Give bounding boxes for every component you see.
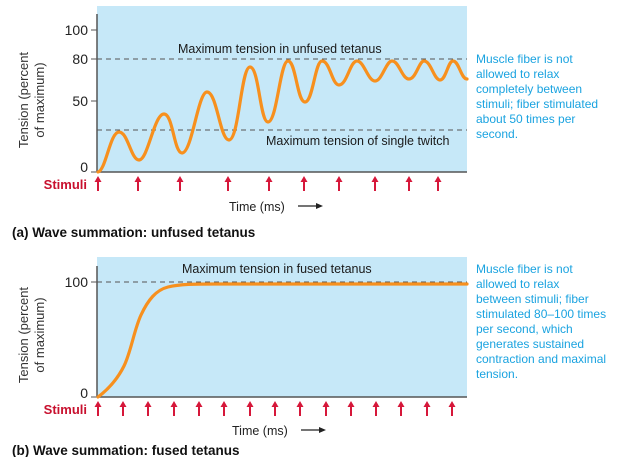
note-line: completely between <box>476 82 583 96</box>
panel-a-plot-area <box>97 6 467 172</box>
stimulus-arrow-icon <box>169 400 179 417</box>
stimulus-arrow-icon <box>245 400 255 417</box>
stimulus-arrow-icon <box>404 175 414 192</box>
panel-b-tension-curve <box>96 282 469 399</box>
panel-a-tick-100: 100 <box>65 22 89 38</box>
panel-a-max-unfused-label: Maximum tension in unfused tetanus <box>178 42 382 56</box>
panel-a-caption: (a) Wave summation: unfused tetanus <box>12 225 255 240</box>
panel-b-ylabel-line2: of maximum) <box>32 297 47 372</box>
stimulus-arrow-icon <box>270 400 280 417</box>
panel-b-chart: 100 0 Tension (percent of maximum) Maxim… <box>12 257 469 457</box>
panel-a-chart: 100 80 50 0 Tension (percent of maximum)… <box>12 6 469 240</box>
time-arrow-icon <box>298 203 323 209</box>
stimulus-arrow-icon <box>175 175 185 192</box>
note-line: allowed to relax <box>476 277 560 291</box>
stimulus-arrow-icon <box>370 175 380 192</box>
panel-a-ylabel-line2: of maximum) <box>32 62 47 137</box>
stimulus-arrow-icon <box>422 400 432 417</box>
stimulus-arrow-icon <box>143 400 153 417</box>
stimulus-arrow-icon <box>346 400 356 417</box>
stimulus-arrow-icon <box>299 175 309 192</box>
panel-a-tick-50: 50 <box>72 93 88 109</box>
note-line: Muscle fiber is not <box>476 262 573 276</box>
stimulus-arrow-icon <box>371 400 381 417</box>
note-line: generates sustained <box>476 337 585 351</box>
note-line: stimuli; fiber stimulated <box>476 97 599 111</box>
note-line: second. <box>476 127 519 141</box>
stimulus-arrow-icon <box>321 400 331 417</box>
note-line: between stimuli; fiber <box>476 292 589 306</box>
panel-b-plot-area <box>97 257 467 397</box>
panel-a-stimulus-arrows <box>93 175 443 192</box>
panel-b-max-fused-label: Maximum tension in fused tetanus <box>182 262 372 276</box>
panel-b-ylabel-line1: Tension (percent <box>16 287 31 383</box>
panel-a-ylabel-line1: Tension (percent <box>16 52 31 148</box>
panel-a-note: Muscle fiber is not allowed to relax com… <box>476 52 598 142</box>
panel-b-tick-0: 0 <box>80 385 88 401</box>
panel-a-stimuli-label: Stimuli <box>44 177 87 192</box>
note-line: contraction and maximal <box>476 352 607 366</box>
note-line: Muscle fiber is not <box>476 52 573 66</box>
stimulus-arrow-icon <box>447 400 457 417</box>
stimulus-arrow-icon <box>219 400 229 417</box>
panel-b-caption: (b) Wave summation: fused tetanus <box>12 443 240 457</box>
panel-b-note: Muscle fiber is not allowed to relax bet… <box>476 262 606 382</box>
stimulus-arrow-icon <box>223 175 233 192</box>
stimulus-arrow-icon <box>194 400 204 417</box>
panel-a-tick-80: 80 <box>72 51 88 67</box>
panel-a-single-twitch-label: Maximum tension of single twitch <box>266 134 449 148</box>
stimulus-arrow-icon <box>433 175 443 192</box>
stimulus-arrow-icon <box>396 400 406 417</box>
panel-a-xlabel: Time (ms) <box>229 200 285 214</box>
note-line: tension. <box>476 367 519 381</box>
stimulus-arrow-icon <box>334 175 344 192</box>
stimulus-arrow-icon <box>93 175 103 192</box>
stimulus-arrow-icon <box>118 400 128 417</box>
panel-b-xlabel: Time (ms) <box>232 424 288 438</box>
panel-b-tick-100: 100 <box>65 274 89 290</box>
time-arrow-icon <box>301 427 326 433</box>
panel-a-tension-curve <box>96 59 469 174</box>
stimulus-arrow-icon <box>133 175 143 192</box>
panel-b-stimulus-arrows <box>93 400 457 417</box>
stimulus-arrow-icon <box>93 400 103 417</box>
stimulus-arrow-icon <box>295 400 305 417</box>
note-line: stimulated 80–100 times <box>476 307 607 321</box>
note-line: about 50 times per <box>476 112 576 126</box>
note-line: per second, which <box>476 322 573 336</box>
panel-b-stimuli-label: Stimuli <box>44 402 87 417</box>
panel-a-tick-0: 0 <box>80 159 88 175</box>
note-line: allowed to relax <box>476 67 560 81</box>
stimulus-arrow-icon <box>264 175 274 192</box>
